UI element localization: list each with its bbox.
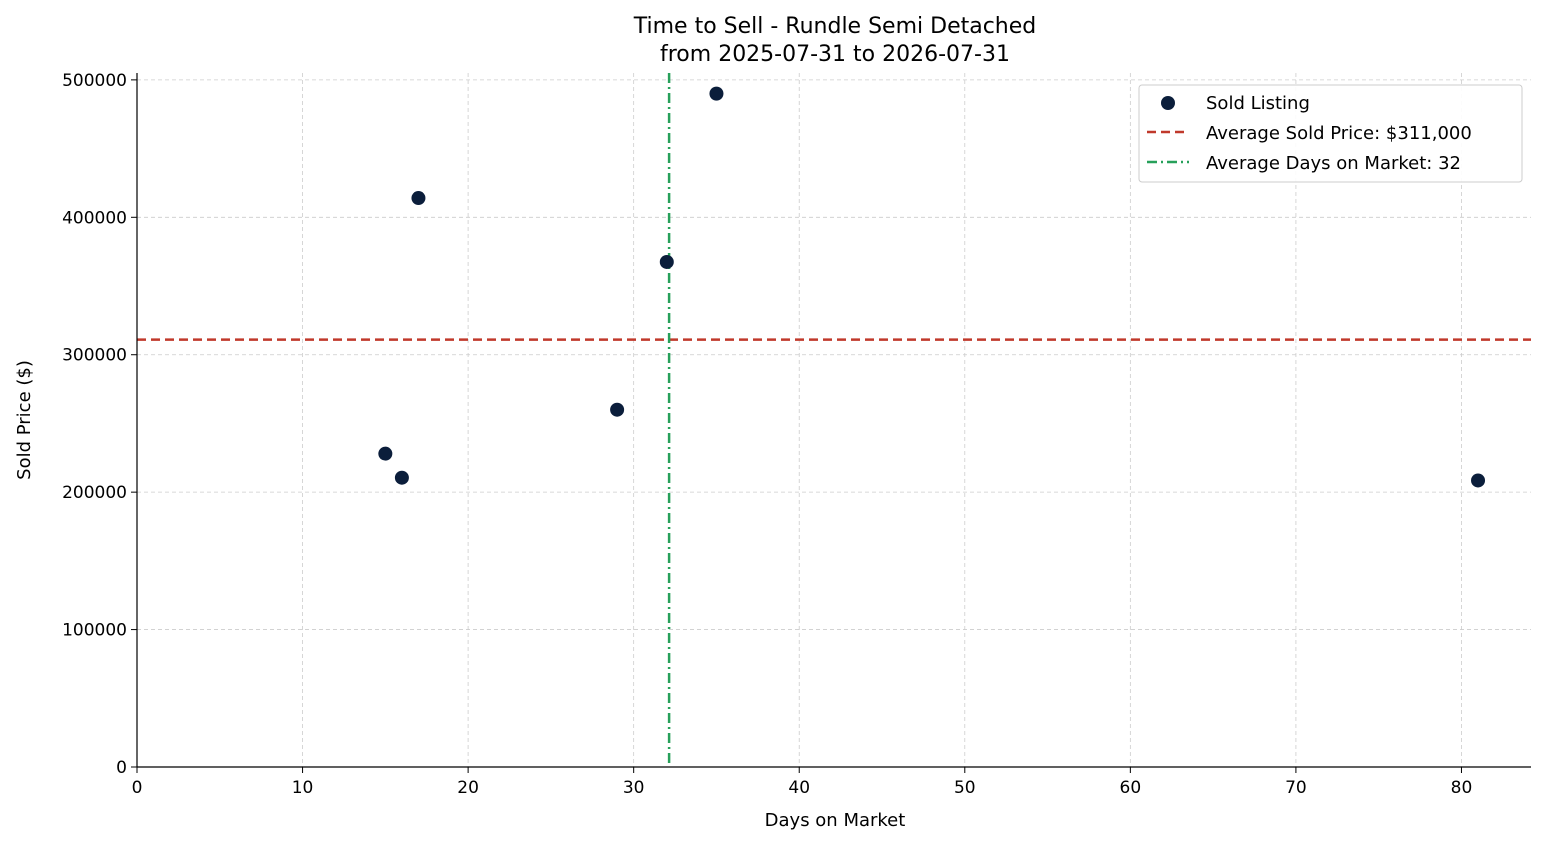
sold-listing-point (378, 446, 393, 461)
legend-marker-sold-listing (1161, 96, 1175, 110)
legend-label-avg-days: Average Days on Market: 32 (1206, 153, 1461, 174)
sold-listing-point (610, 402, 625, 417)
x-tick-label: 0 (132, 778, 143, 798)
sold-listing-point (659, 254, 674, 269)
x-tick-label: 50 (954, 778, 976, 798)
x-tick-label: 60 (1120, 778, 1142, 798)
sold-listing-point (1471, 473, 1486, 488)
y-tick-label: 500000 (62, 71, 127, 91)
legend-label-avg-price: Average Sold Price: $311,000 (1206, 123, 1472, 144)
y-tick-label: 300000 (62, 346, 127, 366)
y-tick-label: 0 (116, 758, 127, 778)
grid (137, 73, 1531, 767)
x-tick-label: 30 (623, 778, 645, 798)
reference-lines (137, 73, 1531, 767)
legend-label-sold-listing: Sold Listing (1206, 93, 1310, 114)
chart-title-line1: Time to Sell - Rundle Semi Detached (633, 14, 1037, 39)
y-tick-label: 200000 (62, 483, 127, 503)
legend: Sold Listing Average Sold Price: $311,00… (1138, 84, 1523, 183)
x-tick-label: 70 (1285, 778, 1307, 798)
legend-box (1138, 84, 1523, 183)
y-tick-label: 100000 (62, 621, 127, 641)
chart-title-line2: from 2025-07-31 to 2026-07-31 (660, 42, 1010, 67)
x-tick-label: 80 (1451, 778, 1473, 798)
sold-listing-point (394, 470, 409, 485)
y-ticks: 0 100000 200000 300000 400000 500000 (62, 71, 137, 778)
x-axis-label: Days on Market (765, 810, 906, 831)
sold-listing-point (709, 86, 724, 101)
sold-listing-point (411, 191, 426, 206)
y-axis-label: Sold Price ($) (14, 360, 35, 480)
x-ticks: 0 10 20 30 40 50 60 70 80 (132, 767, 1473, 798)
y-tick-label: 400000 (62, 208, 127, 228)
x-tick-label: 10 (292, 778, 314, 798)
scatter-points (378, 86, 1486, 488)
x-tick-label: 20 (457, 778, 479, 798)
x-tick-label: 40 (788, 778, 810, 798)
